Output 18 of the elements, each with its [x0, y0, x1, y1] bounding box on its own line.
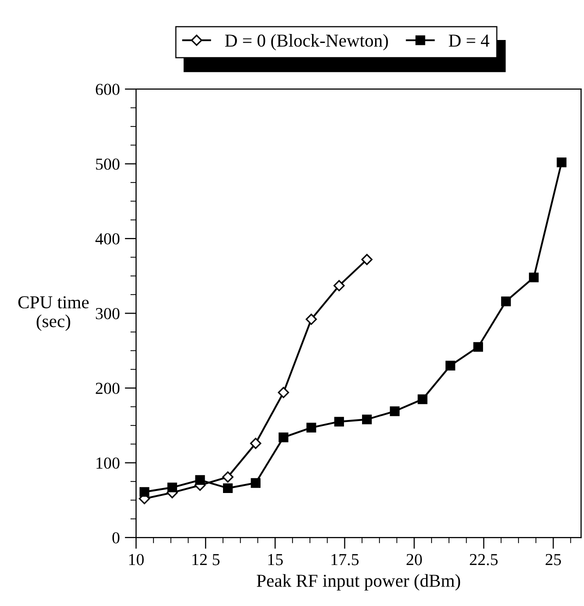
x-tick-label: 25 [546, 554, 561, 566]
legend-label: D = 4 [448, 34, 490, 47]
legend-label: D = 0 (Block-Newton) [225, 34, 388, 50]
y-tick-label: 200 [96, 382, 120, 394]
y-tick-label: 500 [96, 158, 120, 170]
x-tick-label: 10 [129, 554, 144, 566]
y-axis-title: CPU time (sec) [18, 296, 89, 331]
y-tick-label: 0 [112, 532, 120, 544]
y-tick-label: 400 [95, 233, 120, 245]
x-tick-label: 12 5 [192, 554, 220, 566]
x-tick-label: 22.5 [470, 554, 498, 566]
x-tick-label: 15 [268, 554, 283, 566]
x-axis-title: Peak RF input power (dBm) [256, 574, 460, 591]
y-tick-label: 100 [96, 457, 120, 469]
y-tick-label: 300 [96, 308, 120, 320]
y-tick-label: 600 [96, 84, 120, 96]
x-tick-label: 20 [406, 554, 422, 566]
x-tick-label: 17.5 [332, 554, 359, 566]
